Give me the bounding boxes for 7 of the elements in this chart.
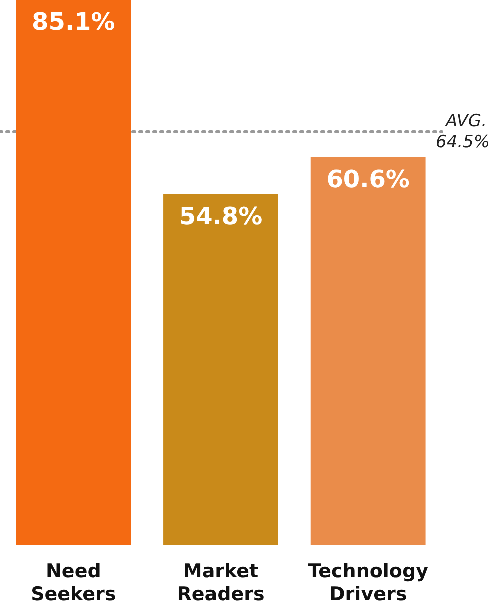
x-tick-label: Technology Drivers	[308, 560, 430, 606]
x-tick-label: Need Seekers	[31, 560, 116, 606]
data-label: 85.1%	[32, 8, 116, 36]
x-tick-label: Market Readers	[177, 560, 265, 606]
data-label: 60.6%	[326, 165, 410, 194]
ref-line-label: AVG. 64.5%	[436, 111, 490, 152]
data-label: 54.8%	[179, 202, 263, 230]
